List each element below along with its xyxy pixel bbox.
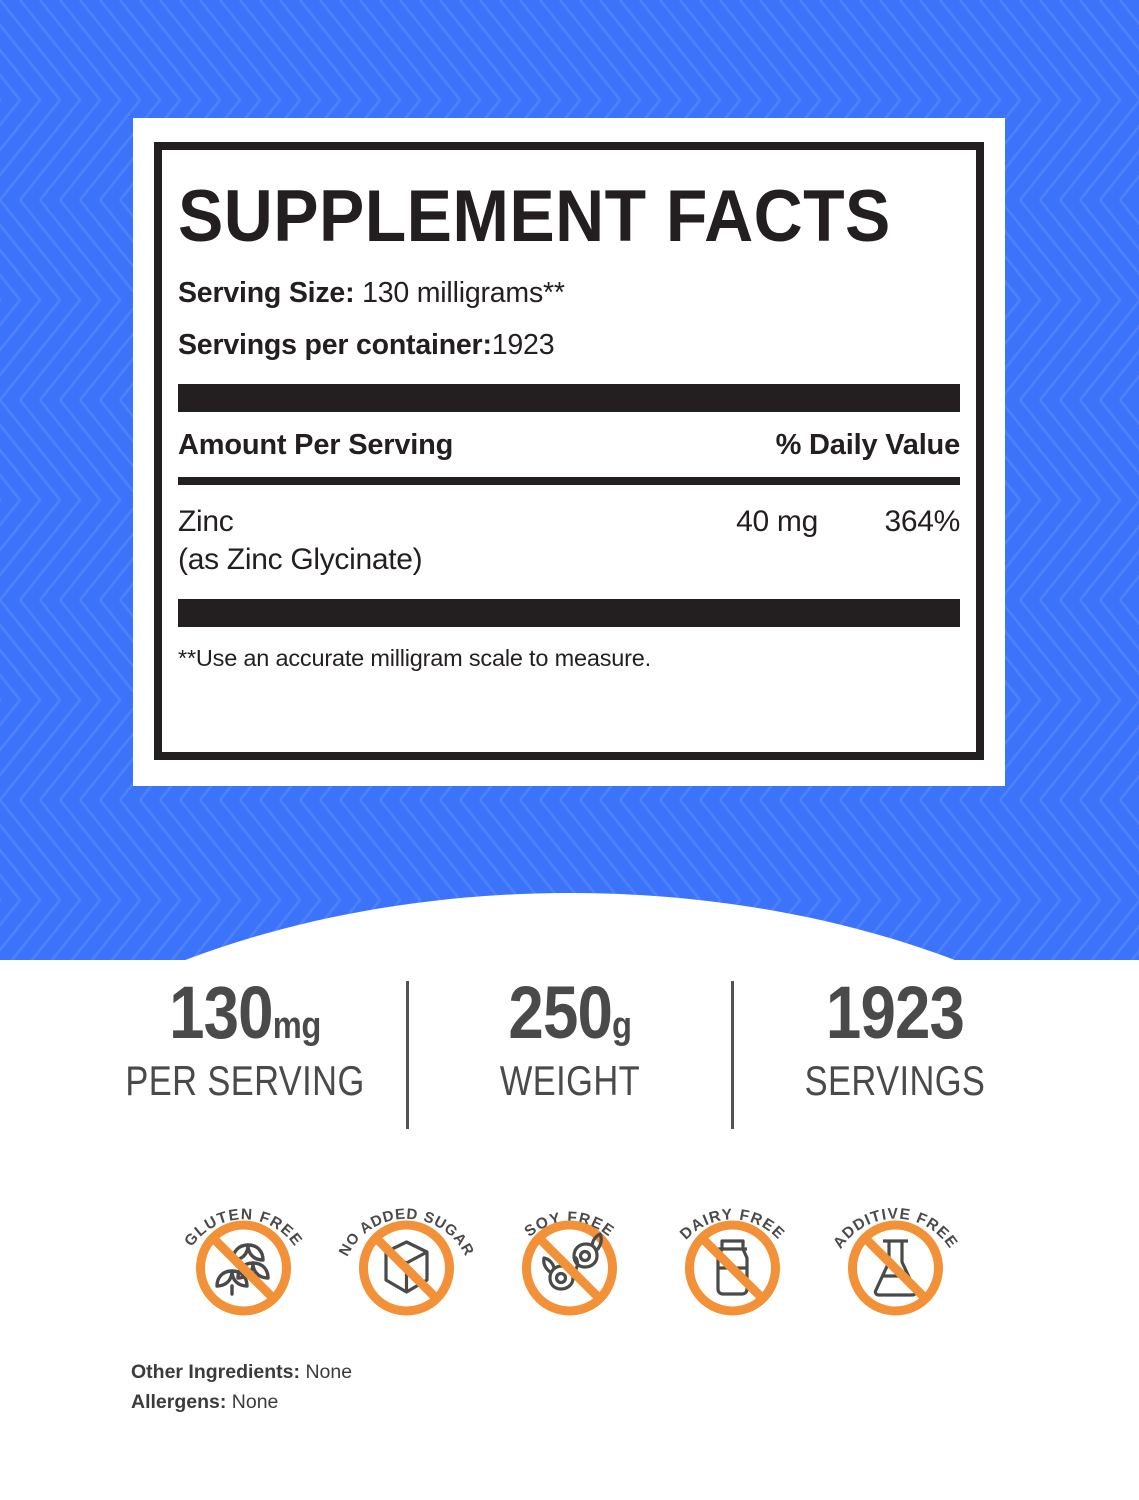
- amount-per-serving-header: Amount Per Serving: [178, 429, 454, 461]
- stat-servings-value-wrap: 1923: [766, 975, 1024, 1050]
- badge-no-added-sugar: NO ADDED SUGAR: [325, 1168, 488, 1318]
- badge-gluten-free: GLUTEN FREE: [162, 1168, 325, 1318]
- sugar-cube-icon: NO ADDED SUGAR: [336, 1206, 478, 1316]
- serving-size-line: Serving Size: 130 milligrams**: [178, 277, 960, 310]
- stat-per-serving-number: 130: [168, 971, 273, 1054]
- allergens-line: Allergens: None: [131, 1388, 352, 1418]
- daily-value-header: % Daily Value: [775, 429, 961, 461]
- servings-per-container-value: 1923: [491, 329, 555, 361]
- stat-divider-2: [730, 981, 734, 1129]
- stat-per-serving-value-wrap: 130mg: [116, 975, 374, 1050]
- divider-bar-bottom: [178, 599, 960, 627]
- stat-servings-label: SERVINGS: [804, 1057, 985, 1105]
- nutrient-row-main: Zinc 40 mg 364%: [178, 505, 960, 539]
- nutrient-amount: 40 mg: [736, 505, 818, 538]
- stat-servings: 1923 SERVINGS: [745, 975, 1045, 1102]
- stat-weight-number: 250: [507, 971, 612, 1054]
- wheat-icon: GLUTEN FREE: [181, 1206, 305, 1316]
- serving-size-label: Serving Size:: [178, 277, 355, 309]
- stat-per-serving: 130mg PER SERVING: [95, 975, 395, 1102]
- serving-size-value: 130 milligrams**: [362, 277, 565, 309]
- stat-weight-value-wrap: 250g: [441, 975, 699, 1050]
- stats-row: 130mg PER SERVING 250g WEIGHT 1923 SERVI…: [0, 975, 1139, 1140]
- supplement-facts-title: SUPPLEMENT FACTS: [178, 176, 891, 257]
- servings-per-container-line: Servings per container:1923: [178, 329, 960, 362]
- allergens-label: Allergens:: [131, 1390, 227, 1413]
- divider-rule-header: [178, 477, 960, 485]
- supplement-facts-footnote: **Use an accurate milligram scale to mea…: [178, 645, 651, 671]
- nutrient-daily-value: 364%: [884, 505, 960, 538]
- stat-servings-number: 1923: [825, 971, 964, 1054]
- flask-icon: ADDITIVE FREE: [830, 1206, 960, 1316]
- badge-dairy-free: DAIRY FREE: [651, 1168, 814, 1318]
- soybean-icon: SOY FREE: [521, 1209, 617, 1316]
- badge-no-added-sugar-label: NO ADDED SUGAR: [336, 1206, 477, 1259]
- milk-bottle-icon: DAIRY FREE: [677, 1206, 787, 1316]
- other-ingredients-label: Other Ingredients:: [131, 1361, 301, 1383]
- badge-soy-free: SOY FREE: [488, 1168, 651, 1318]
- stat-divider-1: [405, 981, 409, 1129]
- badge-additive-free: ADDITIVE FREE: [814, 1168, 977, 1318]
- table-header-row: Amount Per Serving % Daily Value: [178, 429, 960, 462]
- stat-weight-label: WEIGHT: [499, 1057, 640, 1105]
- stat-per-serving-label: PER SERVING: [124, 1057, 365, 1105]
- stat-weight: 250g WEIGHT: [420, 975, 720, 1102]
- nutrient-source: (as Zinc Glycinate): [178, 543, 423, 576]
- servings-per-container-label: Servings per container:: [178, 329, 492, 361]
- bottom-text-block: Other Ingredients: None Allergens: None: [131, 1358, 352, 1417]
- stat-weight-unit: g: [611, 1005, 632, 1047]
- divider-bar-top: [178, 384, 960, 412]
- nutrient-name: Zinc: [178, 505, 234, 538]
- nutrient-row-zinc: Zinc 40 mg 364% (as Zinc Glycinate): [178, 505, 960, 577]
- certification-badges: GLUTEN FREE NO ADDED SUGAR: [0, 1168, 1139, 1318]
- svg-text:NO ADDED SUGAR: NO ADDED SUGAR: [336, 1206, 478, 1259]
- allergens-value: None: [231, 1390, 279, 1413]
- stat-per-serving-unit: mg: [272, 1005, 321, 1047]
- supplement-facts-border: SUPPLEMENT FACTS Serving Size: 130 milli…: [154, 142, 984, 760]
- other-ingredients-line: Other Ingredients: None: [131, 1358, 352, 1388]
- supplement-facts-card: SUPPLEMENT FACTS Serving Size: 130 milli…: [133, 118, 1005, 786]
- other-ingredients-value: None: [305, 1361, 353, 1383]
